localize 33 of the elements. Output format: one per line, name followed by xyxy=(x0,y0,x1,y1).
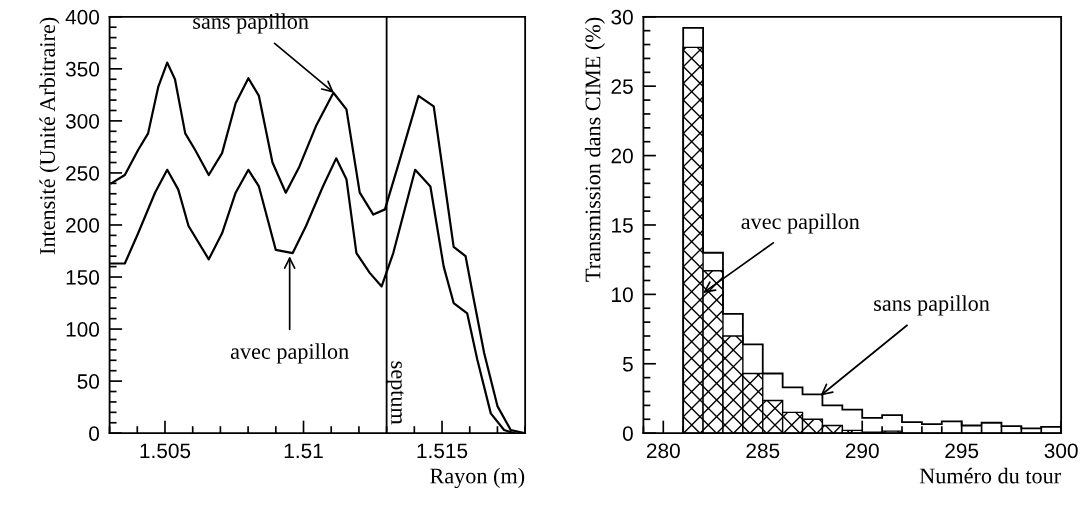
y-tick-label: 15 xyxy=(612,218,633,233)
y-axis-title: Transmission dans CIME (%) xyxy=(584,17,605,282)
ref-line-label: septum xyxy=(386,361,404,425)
x-tick-label: 280 xyxy=(646,443,680,459)
y-tick-label: 0 xyxy=(89,426,100,441)
y-tick-label: 25 xyxy=(611,79,633,94)
y-tick-label: 50 xyxy=(77,374,100,389)
x-axis-title: Numéro du tour xyxy=(919,467,1061,484)
y-tick-label: 20 xyxy=(611,148,633,164)
x-tick-label: 285 xyxy=(746,443,780,459)
x-tick-label: 1.505 xyxy=(140,443,191,459)
y-tick-label: 150 xyxy=(66,270,100,285)
y-tick-label: 100 xyxy=(66,322,100,337)
y-tick-label: 350 xyxy=(65,61,100,77)
x-axis-title: Rayon (m) xyxy=(430,467,525,489)
x-tick-label: 295 xyxy=(945,443,979,459)
y-axis-title: Intensité (Unité Arbitraire) xyxy=(39,17,60,255)
y-tick-label: 0 xyxy=(622,426,633,441)
annotation: avec papillon xyxy=(230,343,349,364)
y-tick-label: 5 xyxy=(622,356,633,372)
y-tick-label: 200 xyxy=(66,217,100,233)
y-tick-label: 300 xyxy=(65,113,100,129)
annotation: sans papillon xyxy=(193,13,309,34)
annotation: sans papillon xyxy=(874,295,990,316)
y-tick-label: 250 xyxy=(66,165,100,181)
x-tick-label: 290 xyxy=(845,443,879,459)
x-tick-label: 1.51 xyxy=(284,443,323,459)
x-tick-label: 300 xyxy=(1044,443,1078,459)
annotation: avec papillon xyxy=(741,213,860,234)
y-tick-label: 30 xyxy=(611,9,633,25)
y-tick-label: 10 xyxy=(612,287,633,303)
x-tick-label: 1.515 xyxy=(417,443,468,459)
y-tick-label: 400 xyxy=(65,9,100,25)
